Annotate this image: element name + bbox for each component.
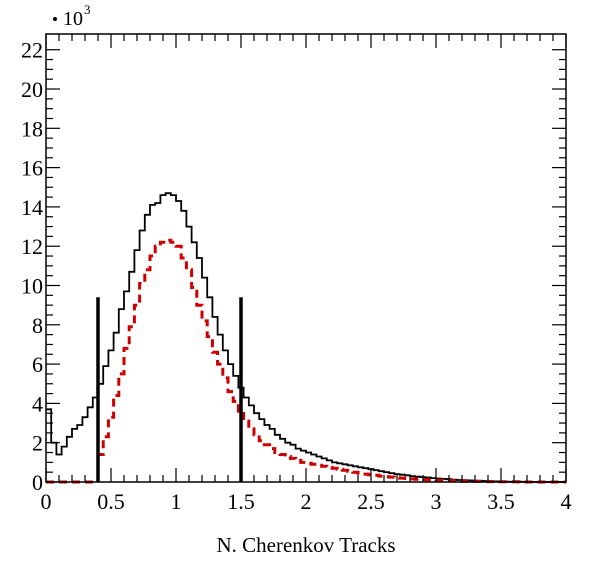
plot-frame <box>45 33 567 483</box>
y-tick-label: 0 <box>32 470 43 495</box>
y-tick-label: 20 <box>21 77 43 102</box>
y-tick-label: 10 <box>21 274 43 299</box>
y-tick-label: 22 <box>21 38 43 63</box>
x-tick-label: 1.5 <box>227 489 255 514</box>
y-tick-label: 6 <box>32 352 43 377</box>
series-layer <box>46 192 566 484</box>
y-tick-label: 16 <box>21 156 43 181</box>
x-tick-label: 0.5 <box>97 489 125 514</box>
y-tick-label: 4 <box>32 391 43 416</box>
x-tick-label: 2 <box>301 489 312 514</box>
cut-lines <box>96 297 243 482</box>
series-0-solid-line <box>46 192 566 483</box>
y-tick-label: 8 <box>32 313 43 338</box>
y-tick-label: 14 <box>21 195 43 220</box>
y-tick-label: 12 <box>21 234 43 259</box>
x-tick-label: 0 <box>41 489 52 514</box>
x-tick-label: 1 <box>171 489 182 514</box>
axis-ticks <box>45 34 567 483</box>
y-tick-label: 2 <box>32 431 43 456</box>
y-scale-dot <box>53 17 57 21</box>
x-tick-label: 4 <box>561 489 572 514</box>
tick-labels: 0 0.5 1 1.5 2 2.5 3 3.5 4 0 2 4 6 8 10 12 14 16 18 20 22 <box>21 38 572 514</box>
x-tick-label: 3 <box>431 489 442 514</box>
y-scale-exponent: 3 <box>84 2 91 17</box>
series-1-dashed-line <box>46 238 566 484</box>
x-tick-label: 3.5 <box>487 489 515 514</box>
x-tick-label: 2.5 <box>357 489 385 514</box>
y-tick-label: 18 <box>21 116 43 141</box>
y-scale-label: 10 <box>63 8 83 30</box>
x-axis-title: N. Cherenkov Tracks <box>216 533 395 557</box>
